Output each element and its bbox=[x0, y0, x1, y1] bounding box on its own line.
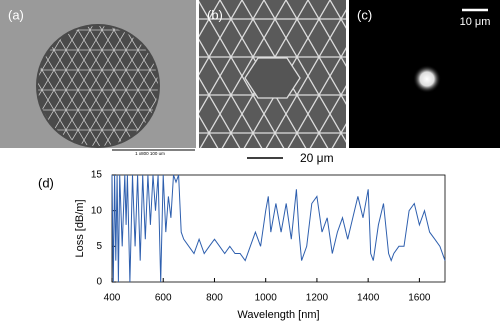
y-tick-label: 15 bbox=[91, 170, 103, 181]
loss-line bbox=[111, 174, 446, 283]
y-axis-label: Loss [dB/m] bbox=[74, 199, 86, 257]
scale-text: 20 μm bbox=[300, 151, 334, 165]
x-tick-label: 1200 bbox=[306, 293, 329, 304]
loss-chart: 0 5 10 15 400 600 800 1000 1200 1400 1600 Wavelengt… bbox=[74, 170, 446, 321]
y-tick-label: 5 bbox=[96, 241, 102, 252]
y-tick-label: 0 bbox=[96, 277, 102, 288]
x-tick-label: 400 bbox=[104, 293, 121, 304]
panel-label: (c) bbox=[357, 7, 372, 22]
y-tick-label: 10 bbox=[91, 205, 103, 216]
x-tick-label: 1400 bbox=[357, 293, 380, 304]
x-axis-label: Wavelength [nm] bbox=[237, 309, 319, 321]
sem-footer bbox=[0, 148, 196, 156]
x-tick-label: 600 bbox=[155, 293, 172, 304]
sem-scale-text: 1 x800 100 um bbox=[135, 151, 165, 156]
panel-label: (b) bbox=[207, 7, 223, 22]
cladding-lattice bbox=[38, 26, 158, 146]
core-hexagon bbox=[244, 57, 301, 99]
x-tick-label: 1600 bbox=[408, 293, 431, 304]
mode-spot bbox=[413, 65, 441, 93]
panel-label: (d) bbox=[38, 175, 54, 190]
panel-label: (a) bbox=[8, 7, 24, 22]
x-tick-label: 1000 bbox=[255, 293, 278, 304]
x-tick-label: 800 bbox=[206, 293, 223, 304]
plot-frame bbox=[111, 174, 446, 283]
scale-text: 10 μm bbox=[460, 16, 491, 28]
